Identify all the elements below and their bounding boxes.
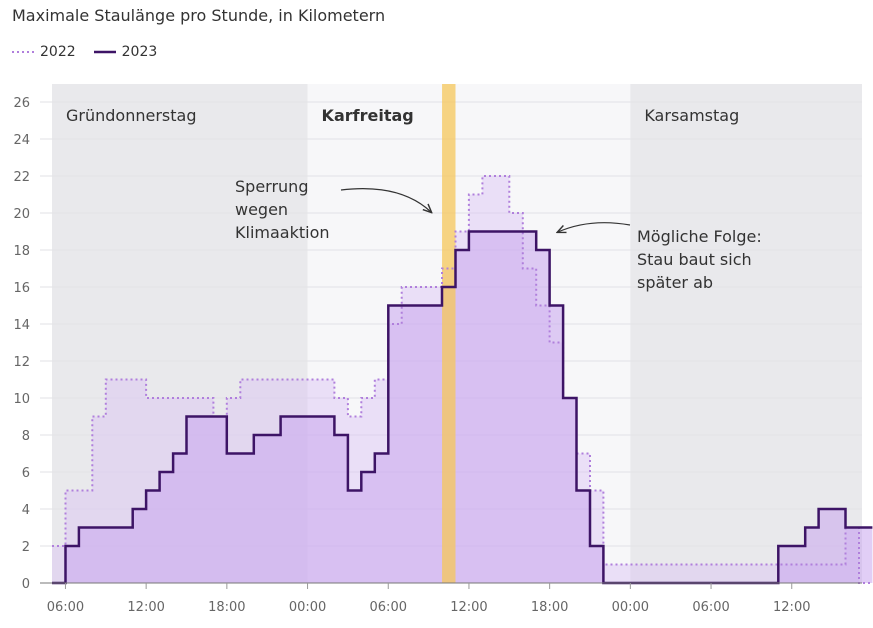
y-tick-label-16: 16 (13, 281, 30, 296)
legend-swatch-2022 (12, 51, 34, 53)
annotation-consequence-line-2: später ab (637, 273, 713, 292)
x-tick-label-6: 18:00 (531, 600, 568, 615)
day-label-2: Karsamstag (644, 106, 739, 125)
x-tick-label-7: 00:00 (612, 600, 649, 615)
y-tick-label-26: 26 (13, 96, 30, 111)
area-2023 (52, 231, 873, 583)
y-tick-label-24: 24 (13, 133, 30, 148)
arrow-consequence (558, 222, 631, 232)
y-tick-label-14: 14 (13, 318, 30, 333)
closure-highlight-band (442, 84, 456, 583)
x-tick-label-5: 12:00 (450, 600, 487, 615)
annotation-closure-line-0: Sperrung (235, 177, 308, 196)
y-tick-label-20: 20 (13, 207, 30, 222)
x-tick-label-0: 06:00 (47, 600, 84, 615)
day-label-0: Gründonnerstag (66, 106, 196, 125)
line-2022 (52, 175, 873, 584)
legend-label-2022: 2022 (40, 44, 76, 60)
y-tick-label-4: 4 (22, 503, 30, 518)
day-band-2 (630, 84, 862, 583)
x-tick-label-1: 12:00 (127, 600, 164, 615)
chart-legend: 2022 2023 (12, 44, 169, 60)
y-tick-label-6: 6 (22, 466, 30, 481)
legend-swatch-2023 (93, 50, 116, 54)
legend-label-2023: 2023 (121, 44, 158, 60)
annotation-consequence-line-1: Stau baut sich (637, 250, 752, 269)
y-tick-label-2: 2 (22, 540, 30, 555)
x-tick-label-9: 12:00 (773, 600, 810, 615)
y-tick-label-22: 22 (13, 170, 30, 185)
chart-title: Maximale Staulänge pro Stunde, in Kilome… (12, 6, 386, 25)
y-tick-label-12: 12 (13, 355, 30, 370)
y-tick-label-0: 0 (22, 577, 30, 592)
annotation-consequence-line-0: Mögliche Folge: (637, 227, 762, 246)
y-tick-label-8: 8 (22, 429, 30, 444)
annotation-closure-line-2: Klimaaktion (235, 223, 330, 242)
y-tick-label-10: 10 (13, 392, 30, 407)
x-tick-label-2: 18:00 (208, 600, 245, 615)
legend-item-2022: 2022 (12, 44, 76, 60)
x-tick-label-3: 00:00 (289, 600, 326, 615)
y-tick-label-18: 18 (13, 244, 30, 259)
arrow-closure (340, 188, 431, 212)
day-label-1: Karfreitag (322, 106, 414, 125)
annotation-closure-line-1: wegen (235, 200, 288, 219)
legend-item-2023: 2023 (93, 44, 158, 60)
x-tick-label-4: 06:00 (370, 600, 407, 615)
x-tick-label-8: 06:00 (692, 600, 729, 615)
